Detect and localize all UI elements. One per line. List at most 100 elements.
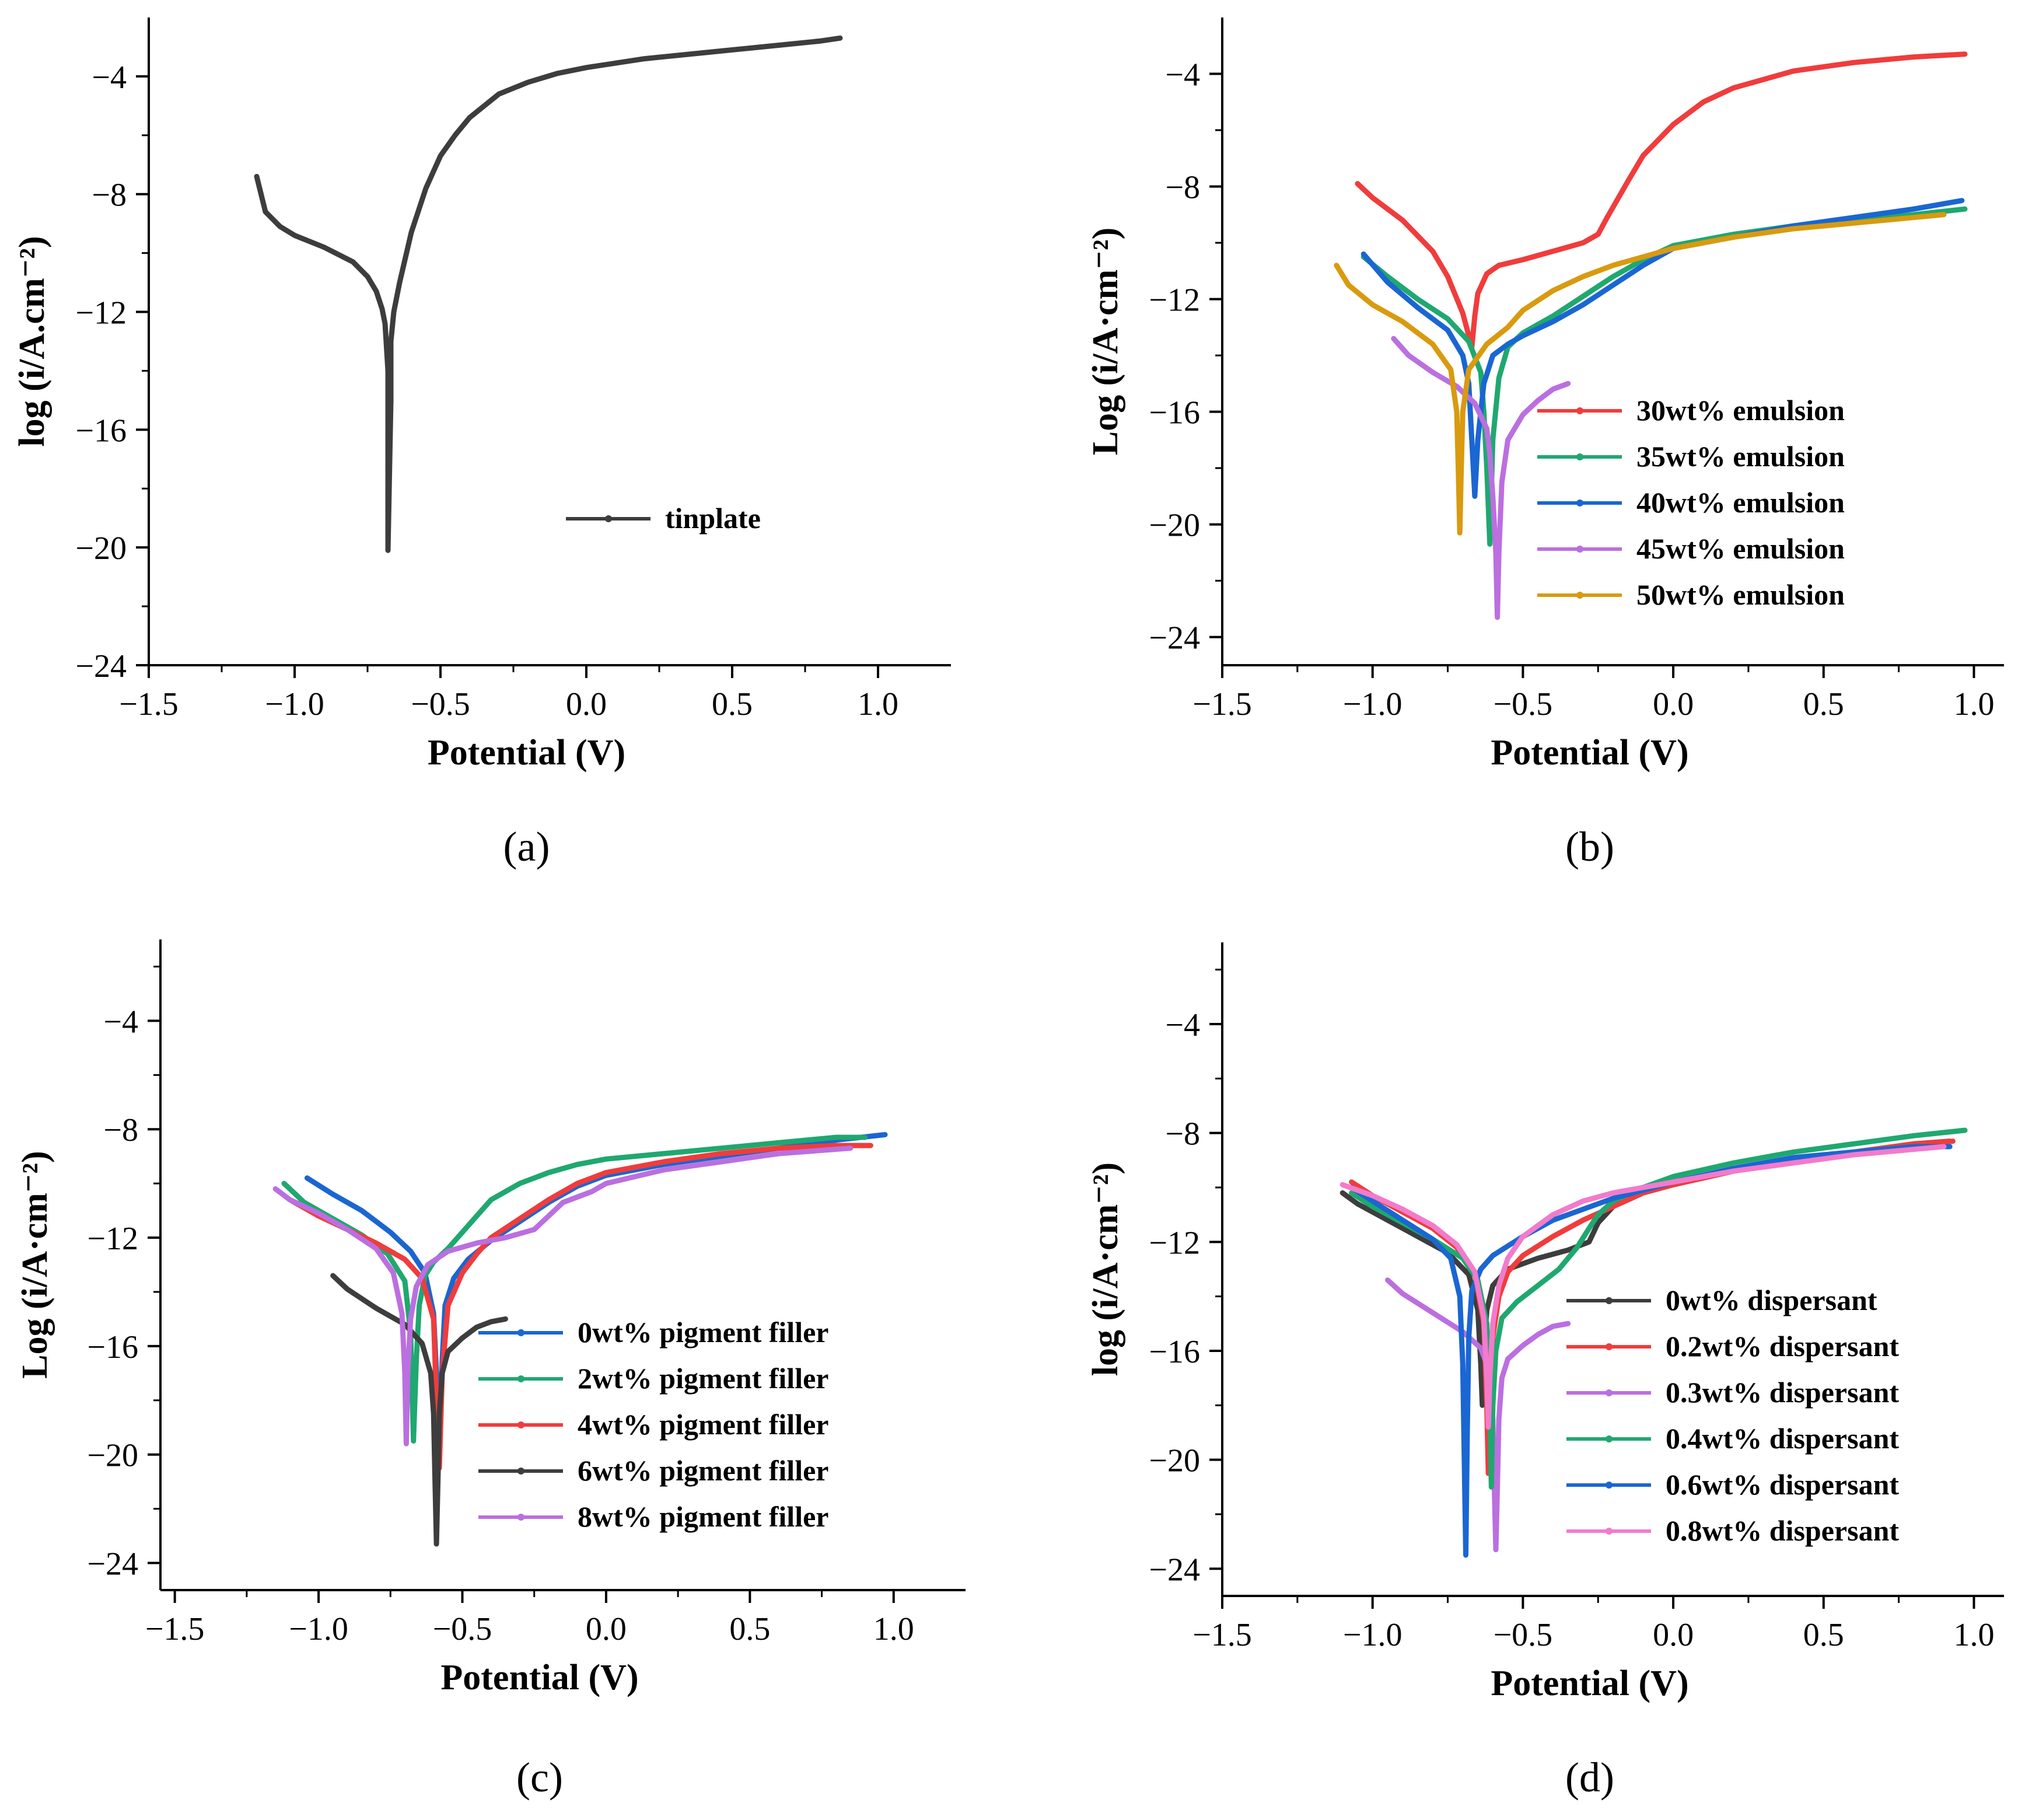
x-axis-label: Potential (V): [428, 733, 625, 773]
x-tick-label: −0.5: [1494, 686, 1553, 722]
series-b-3: [1391, 336, 1571, 620]
legend-item: 40wt% emulsion: [1537, 486, 1845, 519]
legend-item: 2wt% pigment filler: [478, 1362, 828, 1395]
legend-marker: [1576, 499, 1583, 506]
y-tick-label: −20: [75, 530, 127, 567]
series-d-4: [1349, 1144, 1953, 1558]
chart-panel-c: −1.5 −1.0 −0.5 0.0 0.5 1.0 −4 −8 −12 −16 −20 −24 Pot…: [15, 939, 966, 1801]
x-tick-label: −1.0: [289, 1611, 348, 1647]
x-tick-label: −0.5: [1494, 1617, 1553, 1653]
y-tick-label: −16: [1149, 1334, 1200, 1370]
panel-caption: (b): [1565, 823, 1614, 870]
series-line: [1339, 1138, 1953, 1408]
series-line: [254, 35, 843, 553]
y-tick-label: −16: [87, 1329, 138, 1365]
x-axis-label: Potential (V): [1491, 733, 1688, 773]
legend-item: 0.3wt% dispersant: [1566, 1376, 1899, 1409]
legend-label: 30wt% emulsion: [1636, 394, 1845, 427]
legend-item: 6wt% pigment filler: [478, 1454, 828, 1487]
y-tick-label: −16: [1149, 395, 1200, 431]
x-tick-label: −0.5: [411, 686, 470, 722]
legend-label: 35wt% emulsion: [1636, 440, 1845, 473]
panel-caption: (d): [1565, 1754, 1614, 1801]
legend-label: 4wt% pigment filler: [578, 1408, 828, 1441]
y-axis-label: Log (i/A·cm⁻²): [15, 1151, 55, 1379]
legend-marker: [605, 515, 612, 522]
series-line: [330, 1273, 508, 1547]
y-tick-label: −16: [75, 413, 127, 449]
y-tick-label: −24: [1149, 620, 1200, 656]
legend-label: 0.6wt% dispersant: [1666, 1468, 1899, 1501]
y-tick-label: −20: [1149, 1443, 1200, 1479]
legend-marker: [1576, 546, 1583, 553]
y-tick-label: −20: [87, 1438, 138, 1474]
x-tick-label: 0.5: [729, 1611, 770, 1647]
legend-item: 45wt% emulsion: [1537, 532, 1845, 565]
legend-marker: [517, 1468, 524, 1475]
series-b-0: [1355, 51, 1968, 350]
legend-label: 45wt% emulsion: [1636, 532, 1845, 565]
series-line: [1339, 1144, 1947, 1430]
series-c-3: [330, 1273, 508, 1547]
legend-label: 6wt% pigment filler: [578, 1454, 828, 1487]
legend-item: 0wt% pigment filler: [478, 1316, 828, 1349]
panel-caption: (c): [516, 1754, 563, 1801]
legend-item: 30wt% emulsion: [1537, 394, 1845, 427]
legend-label: 0.2wt% dispersant: [1666, 1330, 1899, 1363]
x-tick-label: 0.0: [586, 1611, 627, 1647]
legend-label: 2wt% pigment filler: [578, 1362, 828, 1395]
chart-panel-b: −1.5 −1.0 −0.5 0.0 0.5 1.0 −4 −8 −12 −16 −20 −24 Pot…: [1086, 18, 2004, 870]
y-tick-label: −12: [75, 295, 127, 331]
legend-label: tinplate: [665, 502, 761, 535]
y-tick-label: −24: [87, 1546, 138, 1583]
y-axis-label: log (i/A.cm⁻²): [12, 236, 52, 446]
legend-marker: [1576, 407, 1583, 414]
legend-marker: [517, 1421, 524, 1428]
legend-marker: [1576, 592, 1583, 599]
y-tick-label: −12: [1149, 1225, 1200, 1261]
x-tick-label: 0.0: [1653, 1617, 1694, 1653]
series-line: [1385, 1277, 1571, 1553]
y-tick-label: −12: [1149, 282, 1200, 319]
x-tick-label: −0.5: [433, 1611, 492, 1647]
legend-item: 0.2wt% dispersant: [1566, 1330, 1899, 1363]
legend-item: 35wt% emulsion: [1537, 440, 1845, 473]
x-tick-label: −1.5: [145, 1611, 205, 1647]
chart-panel-d: −1.5 −1.0 −0.5 0.0 0.5 1.0 −4 −8 −12 −16 −20 −24 Pot…: [1086, 942, 2004, 1801]
x-tick-label: 1.0: [873, 1611, 914, 1647]
legend-item: 0.4wt% dispersant: [1566, 1422, 1899, 1455]
x-tick-label: 1.0: [1953, 686, 1994, 722]
legend-marker: [1576, 453, 1583, 460]
series-b-4: [1334, 212, 1947, 536]
series-line: [287, 1143, 873, 1471]
x-tick-label: 0.0: [1653, 686, 1694, 722]
legend-item: 0wt% dispersant: [1566, 1284, 1877, 1316]
x-axis-label: Potential (V): [1491, 1664, 1688, 1703]
y-tick-label: −20: [1149, 508, 1200, 544]
legend-item: 0.8wt% dispersant: [1566, 1514, 1899, 1547]
x-tick-label: 0.5: [712, 686, 753, 722]
legend-marker: [517, 1375, 524, 1382]
legend-item: 4wt% pigment filler: [478, 1408, 828, 1441]
x-tick-label: −1.0: [1343, 686, 1403, 722]
y-tick-label: −8: [103, 1112, 138, 1148]
series-line: [1391, 336, 1571, 620]
legend-label: 8wt% pigment filler: [578, 1500, 828, 1533]
series-c-4: [272, 1145, 854, 1447]
y-tick-label: −4: [1165, 57, 1200, 93]
series-c-1: [281, 1134, 868, 1444]
series-d-2: [1385, 1277, 1571, 1553]
y-tick-label: −8: [1165, 170, 1200, 206]
legend-item: 8wt% pigment filler: [478, 1500, 828, 1533]
legend-marker: [517, 1329, 524, 1336]
series-d-0: [1339, 1138, 1953, 1408]
series-line: [1349, 1144, 1953, 1558]
legend-label: 0.3wt% dispersant: [1666, 1376, 1899, 1409]
x-tick-label: −1.0: [265, 686, 324, 722]
x-axis-label: Potential (V): [440, 1658, 638, 1697]
series-c-2: [287, 1143, 873, 1471]
x-tick-label: −1.0: [1343, 1617, 1403, 1653]
y-tick-label: −24: [1149, 1552, 1200, 1588]
legend-marker: [1606, 1297, 1613, 1304]
